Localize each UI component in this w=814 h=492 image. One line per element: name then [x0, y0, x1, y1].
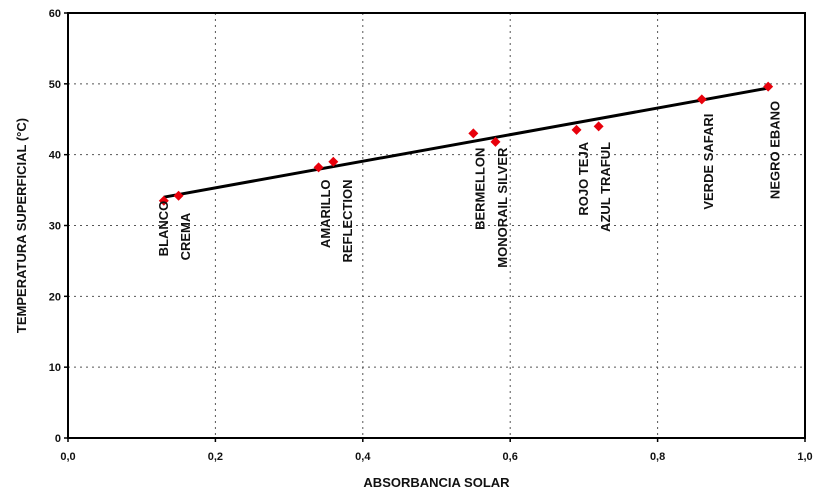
- data-point: [313, 162, 324, 173]
- y-tick-label: 20: [49, 291, 61, 303]
- y-tick-label: 10: [49, 362, 61, 374]
- point-labels: BLANCO CREMA AMARILLO REFLECTION BERMELLON MO…: [156, 101, 783, 268]
- y-tick-label: 30: [49, 221, 61, 233]
- y-tick-label: 0: [55, 433, 61, 445]
- data-point: [571, 124, 582, 135]
- point-label: ROJO TEJA: [576, 141, 591, 215]
- x-axis-title: ABSORBANCIA SOLAR: [363, 475, 510, 490]
- data-point: [328, 156, 339, 167]
- trend-line: [163, 86, 769, 199]
- point-label: BERMELLON: [473, 148, 488, 230]
- x-tick-label: 1,0: [797, 451, 812, 463]
- data-point: [763, 81, 774, 92]
- y-tick-label: 50: [49, 79, 61, 91]
- point-label: AMARILLO: [318, 179, 333, 248]
- grid-lines: [68, 13, 805, 438]
- data-point: [468, 128, 479, 139]
- y-tick-label: 60: [49, 8, 61, 20]
- plot-frame: [67, 12, 806, 439]
- data-points: [158, 81, 774, 206]
- x-tick-label: 0,4: [355, 451, 371, 463]
- data-point: [593, 121, 604, 132]
- point-label: VERDE SAFARI: [701, 114, 716, 210]
- y-axis-title: TEMPERATURA SUPERFICIAL (°C): [14, 118, 29, 333]
- y-tick-label: 40: [49, 150, 61, 162]
- point-label: REFLECTION: [340, 179, 355, 262]
- data-point: [490, 136, 501, 147]
- point-label: AZUL TRAFUL: [598, 142, 613, 232]
- data-point: [173, 190, 184, 201]
- x-tick-label: 0,2: [208, 451, 223, 463]
- x-axis-ticks: 0,0 0,2 0,4 0,6 0,8 1,0: [60, 438, 813, 463]
- x-tick-label: 0,6: [503, 451, 518, 463]
- point-label: MONORAIL SILVER: [495, 147, 510, 268]
- point-label: CREMA: [178, 212, 193, 260]
- data-point: [696, 94, 707, 105]
- x-tick-label: 0,0: [60, 451, 75, 463]
- y-axis-ticks: 0 10 20 30 40 50 60: [49, 8, 68, 445]
- data-point: [158, 195, 169, 206]
- point-label: NEGRO EBANO: [768, 101, 783, 199]
- x-tick-label: 0,8: [650, 451, 665, 463]
- point-label: BLANCO: [156, 201, 171, 257]
